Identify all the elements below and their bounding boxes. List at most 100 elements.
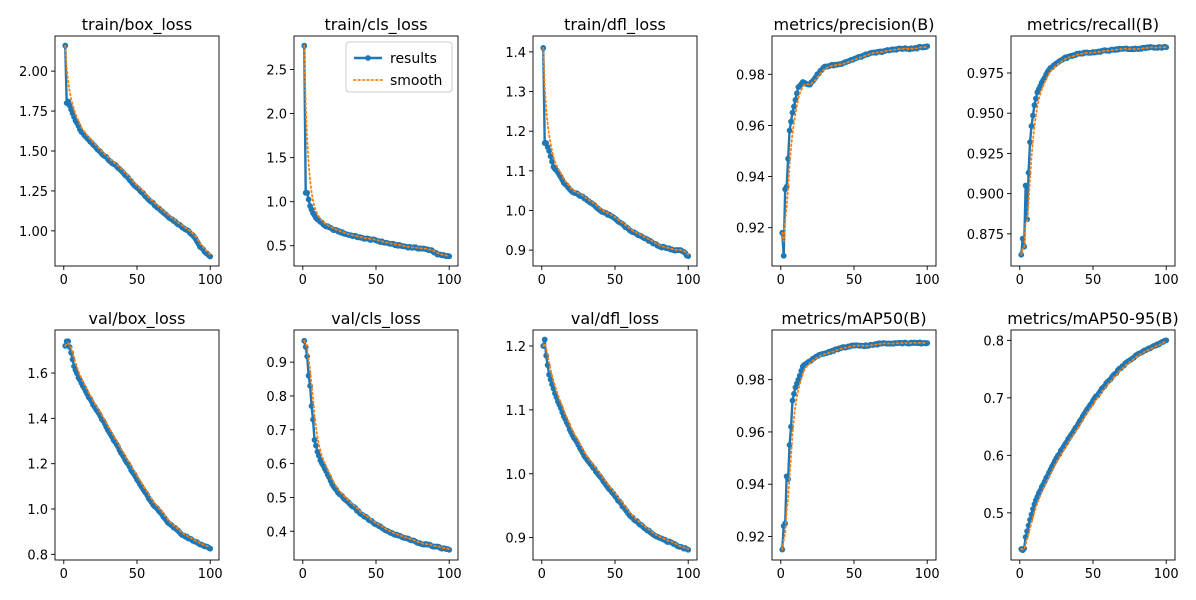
chart-title: metrics/mAP50(B)	[781, 309, 926, 328]
chart-panel-9: metrics/mAP50(B) 0 50 100 0.92 0.94 0.96 0.98	[736, 309, 940, 582]
x-tick-label: 100	[437, 567, 462, 582]
results-line	[64, 45, 211, 258]
y-tick-label: 1.0	[27, 503, 48, 518]
chart-panel-4: metrics/precision(B) 0 50 100 0.92 0.94 0.96 0.…	[736, 15, 940, 288]
results-point	[788, 118, 794, 125]
results-point	[446, 253, 453, 260]
results-point	[315, 452, 322, 459]
results-point	[207, 253, 214, 260]
y-tick-label: 2.0	[266, 108, 287, 123]
smooth-line	[303, 44, 451, 257]
y-tick-label: 1.1	[505, 404, 526, 419]
legend-smooth-label: smooth	[390, 73, 442, 89]
y-tick-label: 1.0	[505, 468, 526, 483]
y-tick-label: 0.8	[27, 548, 48, 563]
x-tick-label: 0	[299, 567, 307, 582]
results-line	[1020, 339, 1167, 552]
x-tick-label: 50	[368, 273, 385, 288]
results-point	[207, 545, 214, 552]
smooth-line	[542, 341, 690, 550]
x-tick-label: 50	[129, 273, 146, 288]
chart-title: train/dfl_loss	[564, 15, 666, 35]
y-tick-label: 0.94	[736, 171, 765, 186]
results-point	[685, 546, 692, 553]
x-tick-label: 100	[676, 567, 701, 582]
x-tick-label: 0	[538, 567, 546, 582]
chart-panel-8: val/dfl_loss 0 50 100 0.9 1.0 1.1 1.2	[505, 309, 700, 582]
x-tick-label: 0	[60, 567, 68, 582]
results-point	[786, 127, 793, 134]
y-tick-label: 1.4	[27, 412, 48, 427]
y-tick-label: 0.900	[967, 188, 1004, 203]
results-line	[64, 340, 211, 550]
y-tick-label: 1.5	[266, 152, 287, 167]
results-point	[65, 338, 72, 345]
results-point	[304, 189, 311, 196]
plot-frame	[54, 329, 220, 561]
x-tick-label: 50	[129, 567, 146, 582]
chart-title: metrics/mAP50-95(B)	[1007, 309, 1178, 328]
plot-frame	[771, 329, 937, 561]
results-point	[1027, 139, 1033, 146]
results-point	[791, 103, 797, 110]
x-tick-label: 50	[368, 567, 385, 582]
smooth-line	[1020, 46, 1168, 256]
y-tick-label: 0.5	[266, 491, 287, 506]
results-point	[791, 390, 797, 397]
y-tick-label: 1.1	[505, 165, 526, 180]
results-point	[1030, 112, 1036, 119]
x-tick-label: 0	[1016, 273, 1024, 288]
chart-panel-5: metrics/recall(B) 0 50 100 0.875 0.900 0.925 0.…	[967, 15, 1179, 288]
results-line	[542, 338, 689, 551]
x-tick-label: 100	[915, 273, 940, 288]
y-tick-label: 0.5	[983, 507, 1004, 522]
chart-title: train/cls_loss	[324, 15, 427, 35]
y-tick-label: 1.2	[505, 340, 526, 355]
results-point	[311, 437, 318, 443]
results-point	[1028, 123, 1035, 129]
y-tick-label: 0.9	[266, 356, 287, 371]
y-tick-label: 0.950	[967, 107, 1004, 122]
chart-panel-7: val/cls_loss 0 50 100 0.4 0.5 0.6 0.7 0.8 0.9	[266, 309, 461, 582]
chart-title: train/box_loss	[82, 15, 192, 35]
smooth-line	[303, 339, 451, 551]
results-point	[789, 109, 796, 116]
results-point	[546, 371, 553, 378]
results-point	[549, 158, 555, 165]
x-tick-label: 100	[1154, 273, 1179, 288]
legend-results-marker	[365, 55, 371, 61]
smooth-line	[781, 341, 929, 551]
y-tick-label: 0.7	[266, 424, 287, 439]
plot-frame	[771, 35, 937, 267]
x-tick-label: 100	[915, 567, 940, 582]
x-tick-label: 50	[607, 273, 624, 288]
results-point	[547, 153, 554, 160]
y-tick-label: 0.98	[736, 374, 765, 389]
y-tick-label: 0.8	[983, 334, 1004, 349]
y-tick-label: 1.6	[27, 367, 48, 382]
x-tick-label: 0	[60, 273, 68, 288]
chart-panel-3: train/dfl_loss 0 50 100 0.9 1.0 1.1 1.2 1.3 1.4	[505, 15, 700, 288]
legend-results-label: results	[390, 51, 437, 67]
y-tick-label: 1.2	[505, 125, 526, 140]
chart-title: val/dfl_loss	[571, 309, 659, 329]
results-point	[924, 43, 931, 50]
legend: results smooth	[345, 41, 453, 93]
results-point	[1022, 182, 1029, 189]
results-point	[541, 336, 548, 343]
y-tick-label: 0.4	[266, 525, 287, 540]
y-tick-label: 0.94	[736, 478, 765, 493]
y-tick-label: 0.92	[736, 222, 765, 237]
results-point	[793, 90, 800, 97]
y-tick-label: 1.50	[19, 145, 48, 160]
y-tick-label: 0.6	[983, 449, 1004, 464]
results-point	[546, 148, 553, 154]
x-tick-label: 50	[1085, 567, 1102, 582]
results-point	[685, 253, 692, 259]
chart-panel-10: metrics/mAP50-95(B) 0 50 100 0.5 0.6 0.7 0.8	[983, 309, 1178, 582]
y-tick-label: 2.00	[19, 65, 48, 80]
results-point	[1031, 102, 1038, 109]
plot-frame	[532, 35, 698, 267]
x-tick-label: 50	[846, 273, 863, 288]
x-tick-label: 50	[607, 567, 624, 582]
